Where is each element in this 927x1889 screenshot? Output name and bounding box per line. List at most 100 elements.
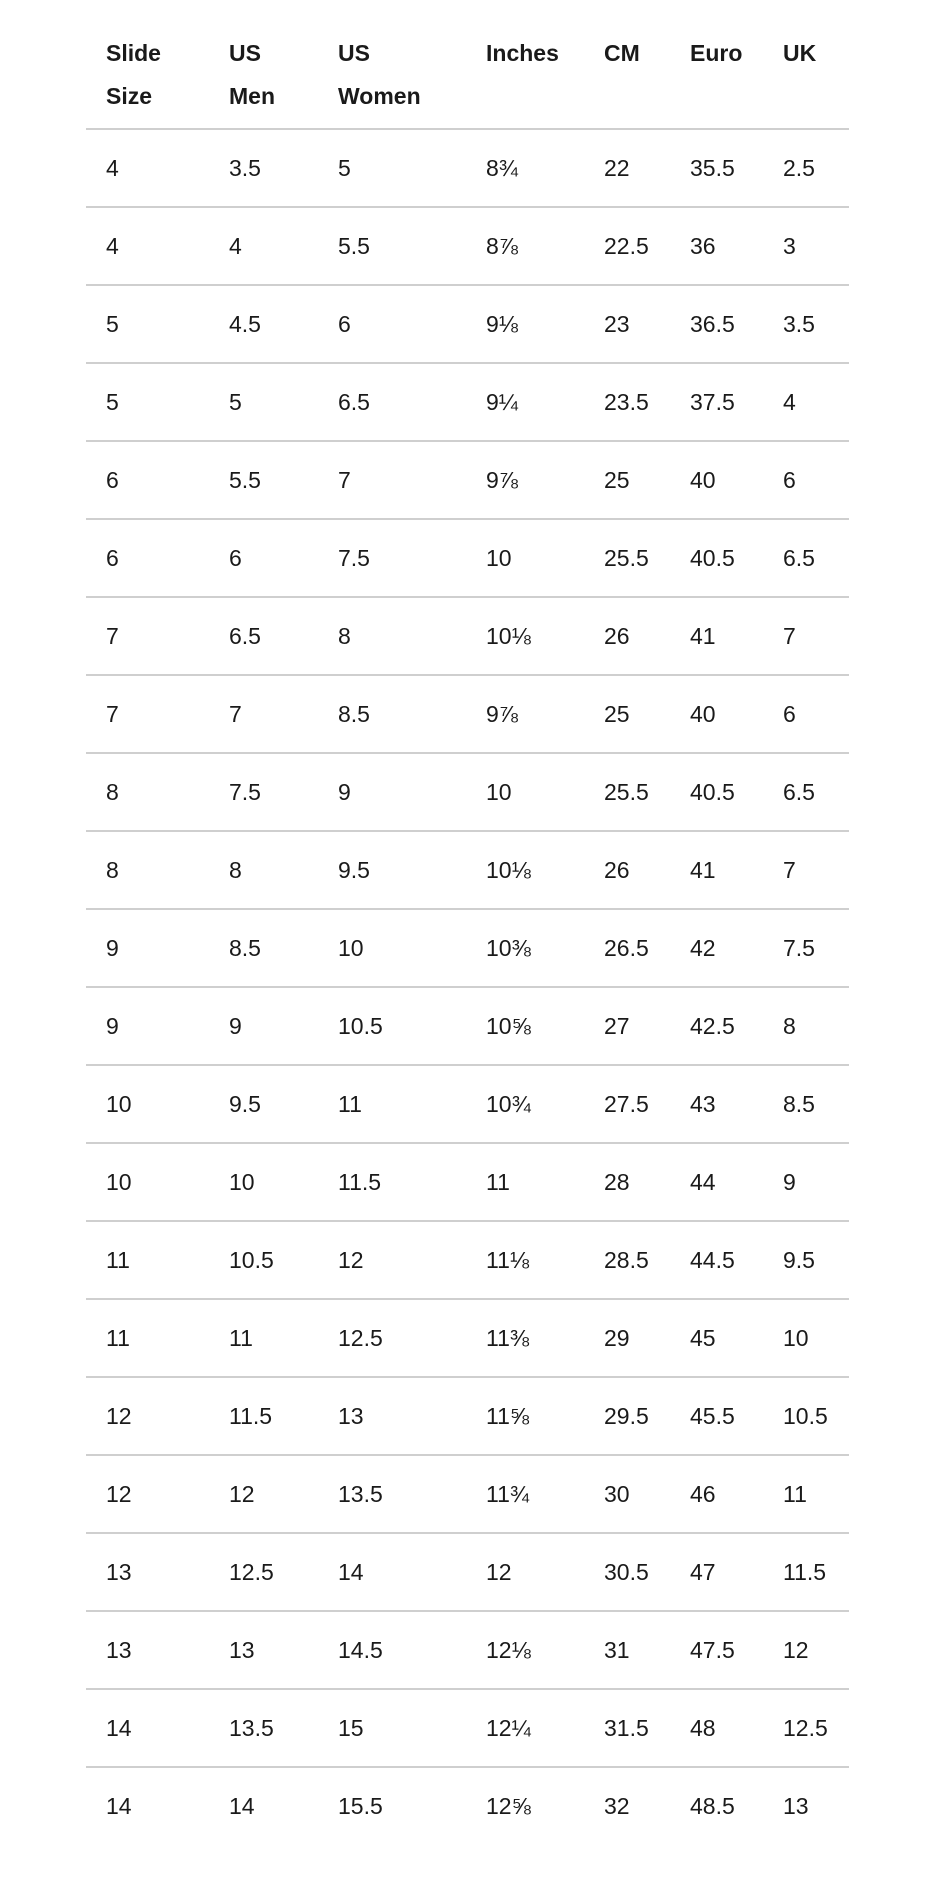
cell-us-women: 8.5 — [338, 675, 486, 754]
table-row: 13 12.5 14 12 30.5 47 11.5 — [86, 1533, 849, 1612]
column-header-line: US — [338, 40, 370, 66]
cell-slide-size: 5 — [86, 285, 229, 364]
cell-cm: 25 — [604, 441, 690, 520]
cell-slide-size: 12 — [86, 1377, 229, 1456]
cell-us-men: 14 — [229, 1792, 255, 1819]
cell-us-men: 4.5 — [229, 285, 338, 364]
cell-inches: 10⅛ — [486, 831, 604, 910]
table-row: 5 5 6.5 9¼ 23.5 37.5 4 — [86, 363, 849, 442]
cell-us-men: 13.5 — [229, 1689, 338, 1768]
cell-us-women: 11 — [338, 1065, 486, 1144]
cell-uk: 13 — [783, 1792, 809, 1819]
cell-euro: 40 — [690, 675, 783, 754]
cell-inches: 10 — [486, 519, 604, 598]
cell-us-women: 8 — [338, 597, 486, 676]
cell-us-women: 11.5 — [338, 1143, 486, 1222]
cell-cm: 23 — [604, 285, 690, 364]
cell-cm: 28 — [604, 1143, 690, 1222]
cell-us-men: 12.5 — [229, 1533, 338, 1612]
cell-inches: 9⅛ — [486, 285, 604, 364]
cell-cm: 29 — [604, 1299, 690, 1378]
cell-cm: 25.5 — [604, 753, 690, 832]
cell-euro: 40 — [690, 441, 783, 520]
cell-slide-size: 14 — [86, 1689, 229, 1768]
cell-slide-size: 7 — [86, 597, 229, 676]
cell-us-men: 8.5 — [229, 909, 338, 988]
cell-slide-size: 8 — [86, 831, 229, 910]
cell-slide-size: 10 — [86, 1065, 229, 1144]
cell-inches: 9⅞ — [486, 675, 604, 754]
table-row: 7 7 8.5 9⅞ 25 40 6 — [86, 675, 849, 754]
table-row: 14 13.5 15 12¼ 31.5 48 12.5 — [86, 1689, 849, 1768]
cell-uk: 9 — [783, 1143, 849, 1222]
cell-euro: 40.5 — [690, 519, 783, 598]
table-row: 4 4 5.5 8⅞ 22.5 36 3 — [86, 207, 849, 286]
cell-euro: 42.5 — [690, 987, 783, 1066]
column-header-euro: Euro — [690, 32, 783, 130]
header-row: Slide Size US Men US Women Inches CM Euro UK — [86, 32, 849, 130]
cell-cm: 31.5 — [604, 1689, 690, 1768]
cell-euro: 47.5 — [690, 1611, 783, 1690]
cell-euro: 48.5 — [690, 1792, 735, 1819]
cell-inches: 10⅜ — [486, 909, 604, 988]
cell-inches: 11 — [486, 1143, 604, 1222]
cell-inches: 10⅛ — [486, 597, 604, 676]
table-row: 6 5.5 7 9⅞ 25 40 6 — [86, 441, 849, 520]
cell-inches: 8¾ — [486, 129, 604, 208]
cell-uk: 11.5 — [783, 1533, 849, 1612]
cell-us-women: 12.5 — [338, 1299, 486, 1378]
cell-cm: 26 — [604, 831, 690, 910]
table-row: 8 8 9.5 10⅛ 26 41 7 — [86, 831, 849, 910]
cell-cm: 30.5 — [604, 1533, 690, 1612]
column-header-line: Men — [229, 83, 275, 109]
cell-cm: 23.5 — [604, 363, 690, 442]
cell-euro: 36.5 — [690, 285, 783, 364]
column-header-line — [604, 75, 690, 118]
table-row: 14 14 15.5 12⅝ 32 48.5 13 — [86, 1767, 849, 1844]
table-row: 6 6 7.5 10 25.5 40.5 6.5 — [86, 519, 849, 598]
cell-us-men: 9.5 — [229, 1065, 338, 1144]
cell-us-women: 14.5 — [338, 1611, 486, 1690]
cell-inches: 11⅜ — [486, 1299, 604, 1378]
cell-euro: 41 — [690, 831, 783, 910]
cell-slide-size: 12 — [86, 1455, 229, 1534]
cell-euro: 41 — [690, 597, 783, 676]
cell-us-women: 9 — [338, 753, 486, 832]
cell-euro: 46 — [690, 1455, 783, 1534]
cell-us-women: 15.5 — [338, 1792, 383, 1819]
table-row: 10 9.5 11 10¾ 27.5 43 8.5 — [86, 1065, 849, 1144]
cell-uk: 6 — [783, 675, 849, 754]
cell-uk: 6.5 — [783, 753, 849, 832]
cell-us-women: 14 — [338, 1533, 486, 1612]
column-header-line: Euro — [690, 40, 743, 66]
table-row: 12 11.5 13 11⅝ 29.5 45.5 10.5 — [86, 1377, 849, 1456]
cell-us-men: 6.5 — [229, 597, 338, 676]
column-header-line: Slide — [106, 40, 161, 66]
cell-euro: 37.5 — [690, 363, 783, 442]
cell-inches: 9¼ — [486, 363, 604, 442]
cell-euro: 36 — [690, 207, 783, 286]
table-row: 4 3.5 5 8¾ 22 35.5 2.5 — [86, 129, 849, 208]
cell-cm: 26.5 — [604, 909, 690, 988]
cell-us-women: 10 — [338, 909, 486, 988]
cell-us-men: 5 — [229, 363, 338, 442]
cell-slide-size: 14 — [106, 1792, 132, 1819]
cell-uk: 4 — [783, 363, 849, 442]
column-header-line — [690, 75, 783, 118]
cell-us-women: 15 — [338, 1689, 486, 1768]
cell-slide-size: 5 — [86, 363, 229, 442]
table-row: 11 10.5 12 11⅛ 28.5 44.5 9.5 — [86, 1221, 849, 1300]
table-row: 10 10 11.5 11 28 44 9 — [86, 1143, 849, 1222]
cell-slide-size: 7 — [86, 675, 229, 754]
cell-euro: 45 — [690, 1299, 783, 1378]
cell-slide-size: 6 — [86, 519, 229, 598]
cell-us-men: 10.5 — [229, 1221, 338, 1300]
cell-us-women: 13 — [338, 1377, 486, 1456]
cell-cm: 29.5 — [604, 1377, 690, 1456]
cell-euro: 48 — [690, 1689, 783, 1768]
cell-cm: 28.5 — [604, 1221, 690, 1300]
table-row: 7 6.5 8 10⅛ 26 41 7 — [86, 597, 849, 676]
table-row: 9 9 10.5 10⅝ 27 42.5 8 — [86, 987, 849, 1066]
cell-cm: 25 — [604, 675, 690, 754]
cell-inches: 12⅝ — [486, 1792, 531, 1819]
